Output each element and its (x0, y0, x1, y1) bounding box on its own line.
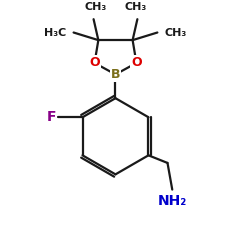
Text: NH₂: NH₂ (158, 194, 187, 208)
Text: CH₃: CH₃ (84, 2, 106, 12)
Text: B: B (111, 68, 120, 81)
Text: CH₃: CH₃ (124, 2, 146, 12)
Text: O: O (89, 56, 100, 70)
Text: CH₃: CH₃ (165, 28, 187, 38)
Text: O: O (131, 56, 142, 70)
Text: H₃C: H₃C (44, 28, 66, 38)
Text: F: F (46, 110, 56, 124)
